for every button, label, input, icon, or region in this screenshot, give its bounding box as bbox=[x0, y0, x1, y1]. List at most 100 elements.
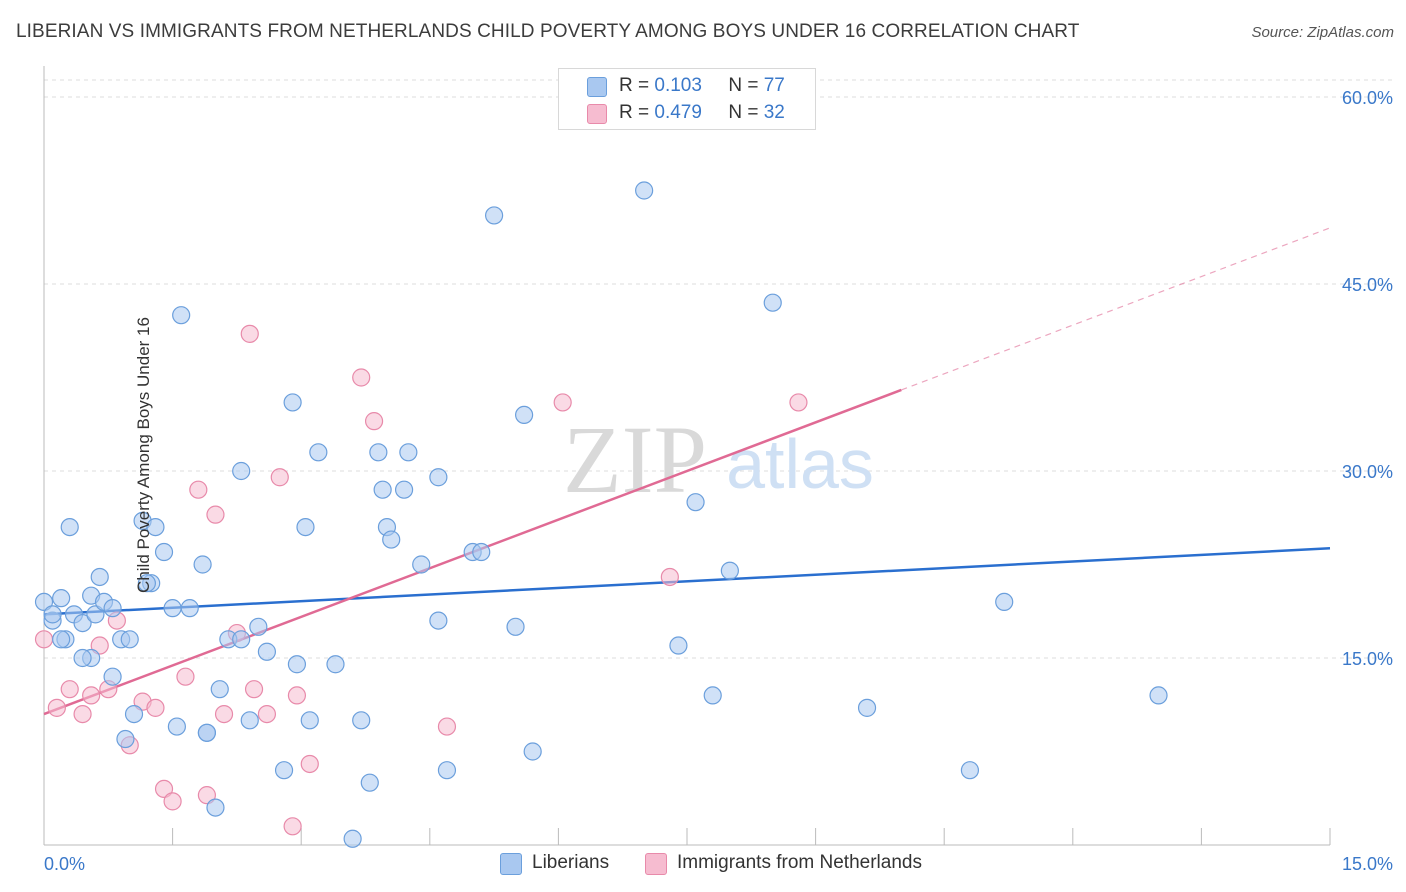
series-liberians-points bbox=[34, 181, 1168, 848]
legend-r-value: 0.479 bbox=[654, 102, 702, 123]
netherlands-point bbox=[197, 786, 216, 805]
liberians-point bbox=[124, 704, 144, 724]
netherlands-point bbox=[154, 779, 174, 799]
netherlands-point bbox=[437, 717, 457, 736]
y-axis-label: Child Poverty Among Boys Under 16 bbox=[133, 317, 153, 593]
netherlands-point bbox=[283, 817, 302, 836]
liberians-point bbox=[274, 761, 294, 780]
liberians-point bbox=[382, 530, 401, 549]
liberians-point bbox=[763, 293, 782, 312]
liberians-point bbox=[167, 717, 186, 736]
legend-r-value: 0.103 bbox=[654, 75, 702, 96]
legend-n-label: N = bbox=[728, 75, 759, 96]
y-tick-label: 30.0% bbox=[1342, 462, 1393, 482]
liberians-point bbox=[34, 592, 54, 612]
liberians-point bbox=[635, 181, 654, 200]
tick-labels: 15.0% 30.0% 45.0% 60.0% 0.0% 15.0% bbox=[44, 88, 1393, 874]
liberians-point bbox=[90, 567, 109, 587]
liberians-point bbox=[146, 517, 165, 537]
liberians-point bbox=[429, 468, 448, 487]
liberians-point bbox=[103, 599, 122, 618]
netherlands-point bbox=[47, 698, 66, 717]
netherlands-point bbox=[34, 630, 54, 649]
liberians-point bbox=[373, 480, 392, 499]
liberians-point bbox=[210, 680, 229, 699]
liberians-point bbox=[506, 617, 525, 636]
liberians-point bbox=[86, 605, 105, 624]
liberians-point bbox=[360, 773, 379, 792]
liberians-point bbox=[412, 555, 431, 574]
liberians-point bbox=[485, 206, 504, 225]
liberians-point bbox=[60, 517, 79, 537]
grid-lines bbox=[44, 79, 1392, 659]
y-tick-label: 60.0% bbox=[1342, 88, 1393, 108]
netherlands-point bbox=[257, 704, 277, 724]
liberians-trend-line bbox=[43, 547, 1331, 616]
legend-swatch-pink bbox=[587, 104, 607, 124]
axes bbox=[43, 66, 1331, 846]
legend-n-value: 32 bbox=[763, 102, 785, 123]
chart-source: Source: ZipAtlas.com bbox=[1251, 24, 1394, 41]
netherlands-point bbox=[244, 680, 264, 699]
netherlands-trend-extension bbox=[901, 227, 1331, 391]
liberians-point bbox=[686, 493, 705, 512]
netherlands-point bbox=[789, 393, 808, 412]
liberians-point bbox=[720, 561, 739, 580]
legend-swatch-pink bbox=[645, 853, 667, 875]
liberians-point bbox=[300, 711, 319, 730]
netherlands-point bbox=[364, 412, 384, 431]
liberians-point bbox=[995, 592, 1014, 612]
liberians-point bbox=[399, 443, 418, 462]
liberians-point bbox=[703, 686, 722, 705]
liberians-point bbox=[137, 574, 156, 593]
netherlands-point bbox=[206, 505, 225, 524]
y-tick-label: 15.0% bbox=[1342, 649, 1393, 669]
liberians-point bbox=[515, 405, 534, 424]
liberians-point bbox=[73, 648, 92, 668]
netherlands-point bbox=[189, 480, 208, 499]
liberians-point bbox=[257, 642, 277, 661]
liberians-point bbox=[283, 393, 302, 412]
liberians-point bbox=[120, 630, 139, 649]
legend-r-label: R = bbox=[619, 102, 650, 123]
liberians-point bbox=[240, 711, 259, 730]
liberians-point bbox=[232, 461, 251, 481]
legend-swatch-blue bbox=[500, 853, 522, 875]
liberians-point bbox=[1149, 686, 1168, 705]
netherlands-point bbox=[163, 792, 182, 811]
netherlands-point bbox=[214, 704, 234, 724]
liberians-point bbox=[116, 729, 135, 749]
legend-r-label: R = bbox=[619, 75, 650, 96]
liberians-point bbox=[857, 698, 877, 717]
liberians-point bbox=[172, 306, 191, 325]
legend-n-label: N = bbox=[728, 102, 759, 123]
liberians-point bbox=[249, 617, 268, 636]
liberians-point bbox=[437, 761, 457, 780]
netherlands-point bbox=[240, 324, 259, 343]
netherlands-point bbox=[352, 368, 371, 387]
liberians-point bbox=[352, 711, 371, 730]
liberians-point bbox=[394, 480, 414, 499]
liberians-point bbox=[369, 443, 388, 462]
chart-title: LIBERIAN VS IMMIGRANTS FROM NETHERLANDS … bbox=[16, 21, 1080, 42]
x-tick-label: 15.0% bbox=[1342, 854, 1393, 874]
liberians-point bbox=[180, 599, 199, 618]
liberians-point bbox=[103, 667, 122, 686]
netherlands-point bbox=[270, 468, 289, 487]
liberians-point bbox=[309, 443, 328, 462]
legend: R = 0.103 N = 77 R = 0.479 N = 32 bbox=[558, 68, 816, 130]
netherlands-point bbox=[73, 704, 92, 724]
watermark-atlas: atlas bbox=[726, 425, 874, 503]
liberians-point bbox=[232, 630, 251, 649]
liberians-point bbox=[197, 723, 216, 742]
liberians-point bbox=[960, 761, 980, 780]
liberians-point bbox=[287, 655, 307, 674]
netherlands-point bbox=[82, 686, 101, 705]
y-tick-label: 45.0% bbox=[1342, 275, 1393, 295]
netherlands-point bbox=[553, 393, 572, 412]
liberians-point bbox=[43, 605, 62, 624]
x-tick-label: 0.0% bbox=[44, 854, 85, 874]
bottom-legend-label: Liberians bbox=[532, 852, 610, 873]
liberians-point bbox=[326, 655, 345, 674]
liberians-point bbox=[296, 517, 315, 537]
